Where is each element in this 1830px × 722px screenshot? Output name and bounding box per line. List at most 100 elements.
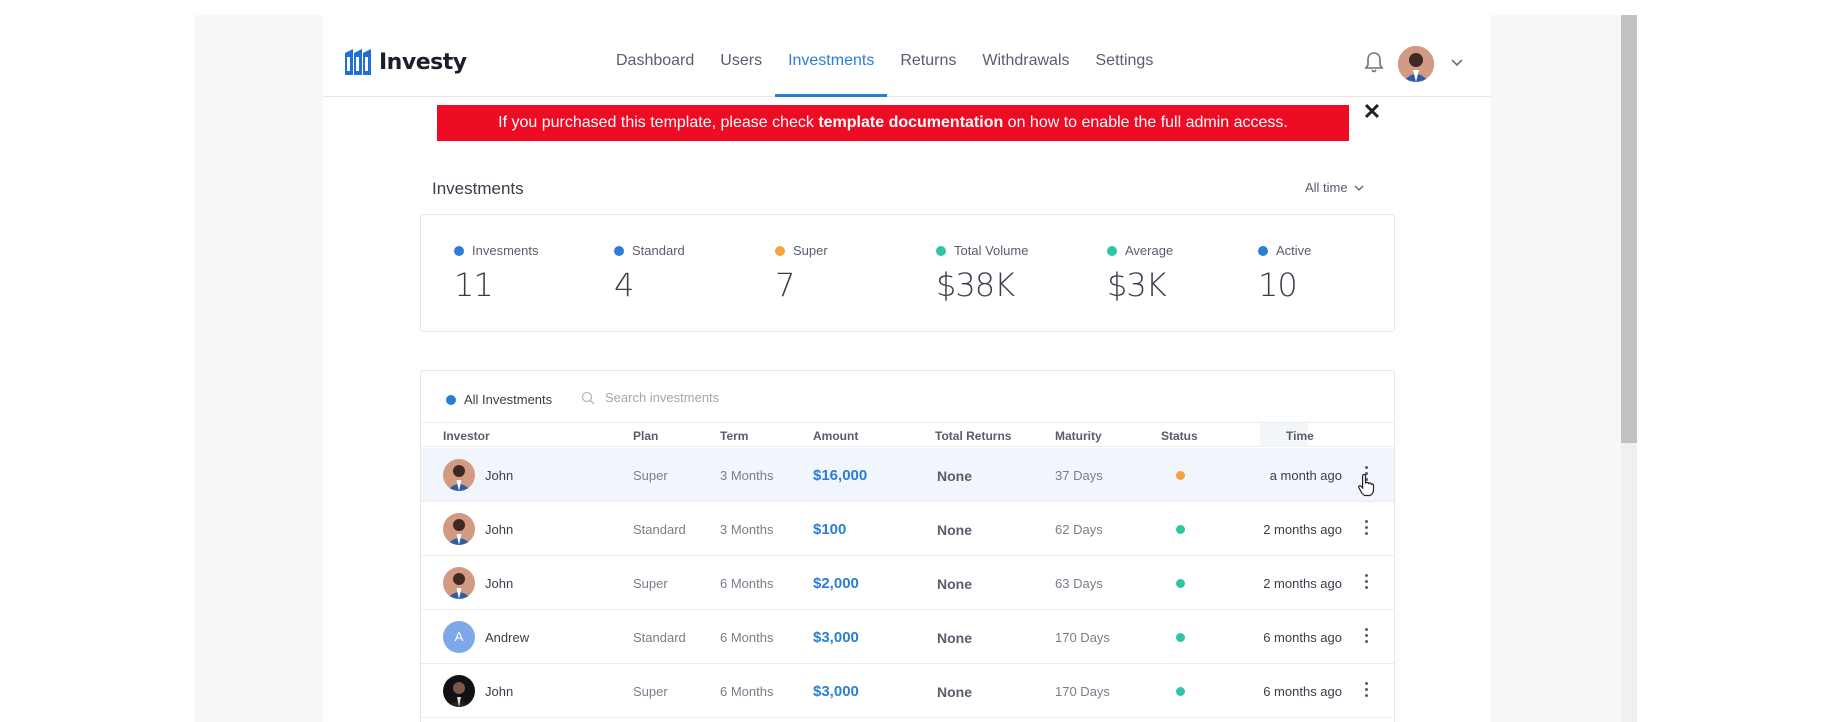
header-investor[interactable]: Investor (443, 429, 490, 443)
header-term[interactable]: Term (720, 429, 749, 443)
more-options-icon[interactable] (1361, 682, 1371, 700)
stat-value: 11 (454, 266, 494, 304)
stat-label: Total Volume (954, 243, 1029, 258)
more-options-icon[interactable] (1361, 574, 1371, 592)
term-cell: 6 Months (720, 630, 774, 645)
stats-card: Invesments 11 Standard 4 Super 7 Total V… (420, 214, 1395, 332)
time-cell: 2 months ago (1263, 522, 1342, 537)
maturity-cell: 37 Days (1055, 468, 1103, 483)
close-icon[interactable]: ✕ (1362, 99, 1382, 124)
nav-dashboard[interactable]: Dashboard (616, 52, 695, 69)
chevron-down-icon[interactable] (1449, 54, 1465, 70)
maturity-cell: 62 Days (1055, 522, 1103, 537)
table-row[interactable]: John Super 6 Months $2,000 None 63 Days … (421, 556, 1394, 610)
top-navigation: Investy Dashboard Users Investments Retu… (323, 32, 1491, 97)
stat-value: 7 (775, 266, 795, 304)
maturity-cell: 63 Days (1055, 576, 1103, 591)
stat-label: Invesments (472, 243, 539, 258)
investor-name[interactable]: John (485, 684, 514, 699)
term-cell: 3 Months (720, 468, 774, 483)
table-header: Investor Plan Term Amount Total Returns … (421, 423, 1394, 447)
term-cell: 6 Months (720, 684, 774, 699)
more-options-icon[interactable] (1361, 520, 1371, 538)
maturity-cell: 170 Days (1055, 630, 1110, 645)
time-cell: 2 months ago (1263, 576, 1342, 591)
page-title: Investments (432, 179, 524, 198)
total-returns-cell: None (937, 576, 972, 592)
total-returns-cell: None (937, 468, 972, 484)
stat-investments: Invesments 11 (454, 243, 538, 304)
status-badge (1176, 633, 1185, 642)
investor-name[interactable]: John (485, 576, 514, 591)
stat-standard: Standard 4 (614, 243, 685, 304)
stat-value: $3K (1107, 266, 1167, 304)
table-row[interactable]: John Super 6 Months $3,000 None 170 Days… (421, 664, 1394, 718)
stat-value: 4 (614, 266, 634, 304)
header-time[interactable]: Time (1286, 429, 1314, 443)
plan-cell: Standard (633, 630, 686, 645)
stat-dot (775, 245, 785, 256)
table-row[interactable]: A Andrew Standard 6 Months $3,000 None 1… (421, 610, 1394, 664)
nav-withdrawals[interactable]: Withdrawals (982, 52, 1070, 69)
investor-name[interactable]: John (485, 522, 514, 537)
scrollbar-thumb[interactable] (1621, 15, 1637, 443)
stat-average: Average $3K (1107, 243, 1173, 304)
investor-avatar: A (443, 621, 475, 653)
investor-name[interactable]: John (485, 468, 514, 483)
investments-table: All Investments Investor Plan Term Amoun… (420, 370, 1395, 722)
user-avatar[interactable] (1398, 46, 1434, 82)
scrollbar[interactable] (1621, 15, 1637, 722)
nav-investments[interactable]: Investments (775, 32, 888, 97)
investor-avatar (443, 567, 475, 599)
alert-banner: If you purchased this template, please c… (437, 105, 1349, 141)
search-input[interactable] (605, 390, 825, 405)
term-cell: 6 Months (720, 576, 774, 591)
total-returns-cell: None (937, 522, 972, 538)
logo-icon (343, 47, 373, 77)
app-window: Investy Dashboard Users Investments Retu… (323, 15, 1491, 722)
table-row[interactable]: John Standard 3 Months $100 None 62 Days… (421, 502, 1394, 556)
stat-dot (1107, 245, 1117, 256)
maturity-cell: 170 Days (1055, 684, 1110, 699)
bell-icon[interactable] (1363, 50, 1385, 74)
sorted-column-highlight (1260, 423, 1308, 447)
more-options-icon[interactable] (1361, 628, 1371, 646)
stat-dot (1258, 245, 1268, 256)
investor-name[interactable]: Andrew (485, 630, 530, 645)
status-badge (1176, 525, 1185, 534)
plan-cell: Super (633, 684, 668, 699)
alert-text-before: If you purchased this template, please c… (498, 114, 819, 131)
amount-cell: $3,000 (813, 683, 859, 700)
time-cell: a month ago (1269, 468, 1342, 483)
time-cell: 6 months ago (1263, 684, 1342, 699)
stat-value: 10 (1258, 266, 1298, 304)
header-status[interactable]: Status (1161, 429, 1198, 443)
investor-avatar (443, 675, 475, 707)
header-total-returns[interactable]: Total Returns (935, 429, 1012, 443)
term-cell: 3 Months (720, 522, 774, 537)
nav-returns[interactable]: Returns (900, 52, 957, 69)
table-toolbar: All Investments (421, 371, 1394, 423)
amount-cell: $100 (813, 521, 847, 538)
plan-cell: Super (633, 468, 668, 483)
nav-users[interactable]: Users (720, 52, 763, 69)
plan-cell: Standard (633, 522, 686, 537)
plan-cell: Super (633, 576, 668, 591)
investor-avatar (443, 459, 475, 491)
status-badge (1176, 471, 1185, 480)
time-range-dropdown[interactable]: All time (1305, 180, 1365, 195)
stat-label: Super (793, 243, 828, 258)
chevron-down-icon (1354, 185, 1364, 191)
status-badge (1176, 687, 1185, 696)
total-returns-cell: None (937, 630, 972, 646)
nav-settings[interactable]: Settings (1095, 52, 1154, 69)
header-maturity[interactable]: Maturity (1055, 429, 1102, 443)
filter-all-investments[interactable]: All Investments (446, 392, 552, 407)
alert-documentation-link[interactable]: template documentation (818, 114, 1004, 131)
table-row[interactable]: John Super 3 Months $16,000 None 37 Days… (421, 448, 1394, 502)
header-amount[interactable]: Amount (813, 429, 859, 443)
stat-value: $38K (936, 266, 1015, 304)
logo[interactable]: Investy (343, 47, 467, 77)
header-plan[interactable]: Plan (633, 429, 659, 443)
total-returns-cell: None (937, 684, 972, 700)
